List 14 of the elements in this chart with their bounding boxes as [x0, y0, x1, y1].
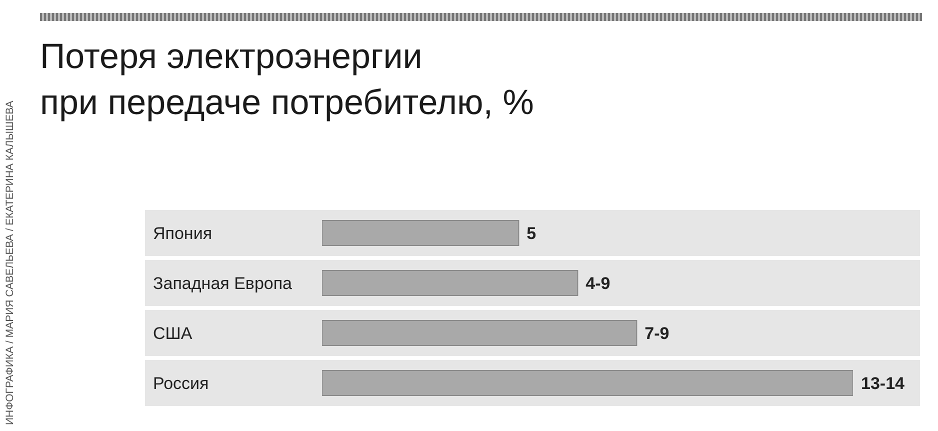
bar: [322, 320, 638, 346]
data-label: 5: [526, 224, 536, 243]
y-tick-label: США: [153, 324, 193, 343]
y-tick-label: Западная Европа: [153, 274, 293, 293]
text: ИНФОГРАФИКА / МАРИЯ САВЕЛЬЕВА / ЕКАТЕРИНА КАЛЫШЕВА: [4, 100, 16, 425]
data-label: 4-9: [586, 274, 610, 293]
bar: [322, 220, 520, 246]
chart-title: Потеря электроэнергии при передаче потребителю, %: [40, 36, 534, 124]
y-tick-label: Япония: [153, 224, 212, 243]
bar: [322, 270, 578, 296]
bar: [322, 370, 853, 396]
y-tick-label: Россия: [153, 374, 209, 393]
data-label: 13-14: [861, 374, 906, 393]
data-label: 7-9: [644, 324, 670, 343]
